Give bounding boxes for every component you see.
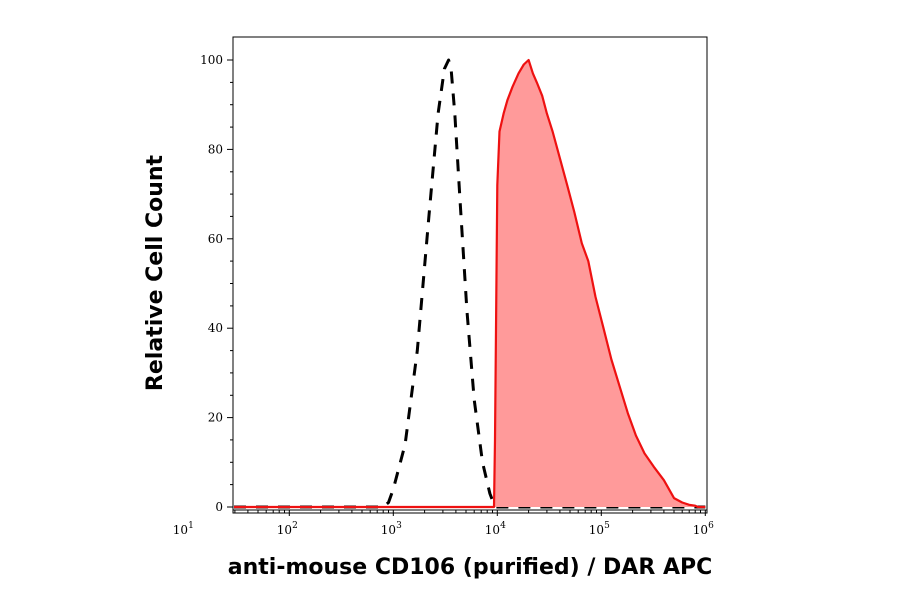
series-layer (234, 58, 706, 509)
x-tick-label: 103 (381, 521, 402, 537)
x-tick-label: 101 (173, 521, 194, 537)
series-1-outline (234, 58, 706, 509)
y-tick-label: 60 (208, 232, 223, 246)
y-tick-label: 80 (208, 142, 223, 156)
x-tick-label: 105 (589, 521, 610, 537)
y-tick-label: 0 (215, 500, 223, 514)
plot-area: 101 102 103 104 105 106 0 20 40 60 80 100 (173, 36, 714, 537)
series-0-dashed-line (234, 58, 706, 509)
y-axis-ticks: 0 20 40 60 80 100 (200, 53, 233, 514)
x-tick-label: 102 (277, 521, 298, 537)
y-tick-label: 20 (208, 411, 223, 425)
x-tick-label: 104 (485, 521, 506, 537)
x-tick-label: 106 (693, 521, 714, 537)
x-axis-title: anti-mouse CD106 (purified) / DAR APC (228, 555, 712, 580)
y-tick-label: 40 (208, 321, 223, 335)
series-1-fill (234, 60, 706, 507)
y-axis-title: Relative Cell Count (143, 154, 168, 391)
y-tick-label: 100 (200, 53, 223, 67)
x-axis-ticks: 101 102 103 104 105 106 (173, 510, 714, 537)
